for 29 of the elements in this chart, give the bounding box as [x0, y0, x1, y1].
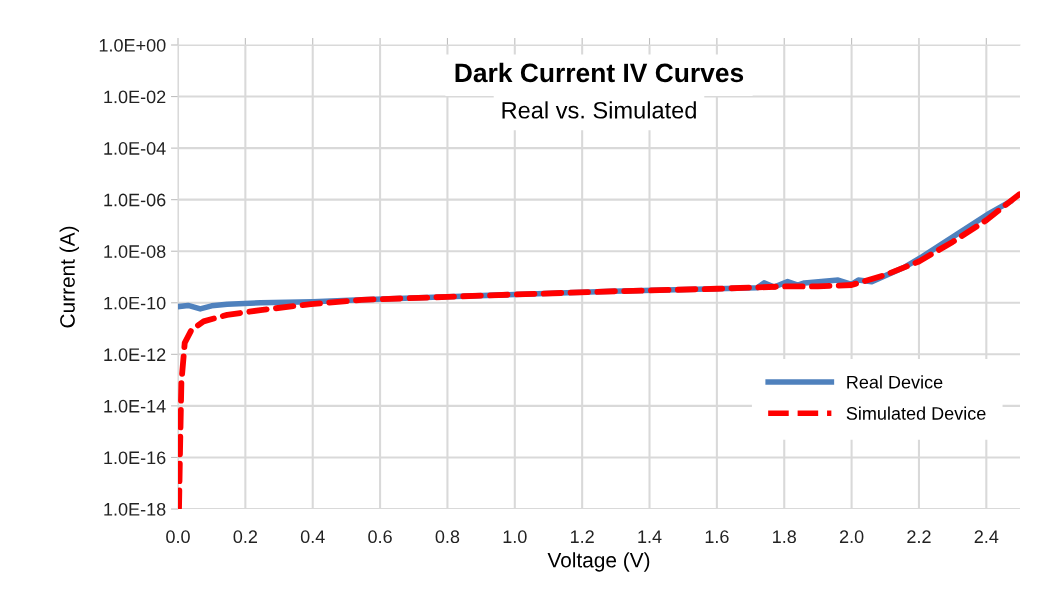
y-tick-label: 1.0E-14 — [104, 399, 166, 413]
x-tick-label: 1.0 — [503, 530, 527, 544]
x-tick-label: 0.4 — [300, 530, 325, 544]
y-tick-label: 1.0E-08 — [104, 245, 166, 258]
x-tick-label: 1.2 — [570, 530, 594, 543]
legend-label: Real Device — [847, 375, 943, 389]
y-tick-label: 1.0E-02 — [104, 90, 166, 104]
x-tick-label: 1.6 — [705, 530, 729, 544]
x-tick-label: 2.0 — [839, 530, 864, 544]
y-tick-label: 1.0E-16 — [104, 451, 166, 465]
x-tick-label: 1.4 — [638, 530, 662, 543]
y-tick-label: 1.0E-12 — [104, 348, 166, 362]
y-tick-label: 1.0E-04 — [104, 142, 166, 155]
legend-label: Simulated Device — [846, 406, 986, 420]
y-tick-label: 1.0E-18 — [104, 502, 166, 516]
x-tick-label: 2.2 — [907, 530, 931, 543]
x-tick-label: 0.2 — [233, 530, 257, 544]
x-tick-label: 1.8 — [773, 530, 797, 544]
y-tick-label: 1.0E+00 — [99, 38, 166, 52]
text: Real vs. Simulated — [502, 101, 696, 119]
x-tick-label: 0.8 — [435, 530, 460, 544]
text: Dark Current IV Curves — [455, 62, 744, 83]
y-tick-label: 1.0E-10 — [104, 296, 166, 310]
y-tick-label: 1.0E-06 — [104, 193, 166, 207]
x-tick-label: 0.6 — [368, 530, 392, 544]
x-axis-title: Voltage (V) — [547, 552, 650, 572]
x-tick-label: 2.4 — [974, 530, 999, 543]
x-tick-label: 0.0 — [166, 530, 190, 544]
y-axis-title: Current (A) — [59, 226, 79, 328]
